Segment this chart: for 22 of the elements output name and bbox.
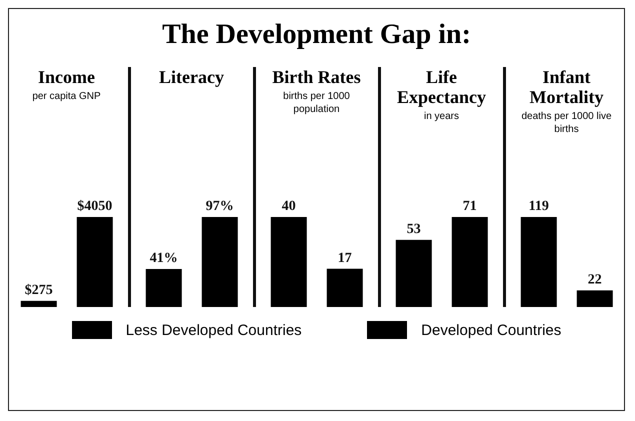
data-label: 97% [205,199,234,214]
data-label: 40 [281,199,296,214]
data-label: 71 [462,199,476,214]
data-label: 17 [337,250,352,266]
legend-label: Developed Countries [421,322,562,338]
data-label: $275 [24,282,52,298]
chart-title: Birth Rates [271,67,362,87]
data-label: 119 [528,199,548,214]
text: The Development Gap in: [161,19,472,51]
chart-subtitle: births per 1000 population [282,90,351,116]
chart-title: Life Expectancy [396,67,487,107]
chart-subtitle: in years [422,110,460,123]
data-label: 22 [587,272,602,288]
chart-title: Literacy [158,67,225,87]
data-label: $4050 [76,199,112,214]
chart-subtitle: per capita GNP [31,90,102,103]
chart-title: Income [37,67,96,87]
chart-title: Infant Mortality [528,67,604,107]
data-label: 41% [149,250,178,266]
data-label: 53 [406,222,420,237]
legend-label: Less Developed Countries [126,322,302,338]
chart-subtitle: deaths per 1000 live births [520,110,613,136]
